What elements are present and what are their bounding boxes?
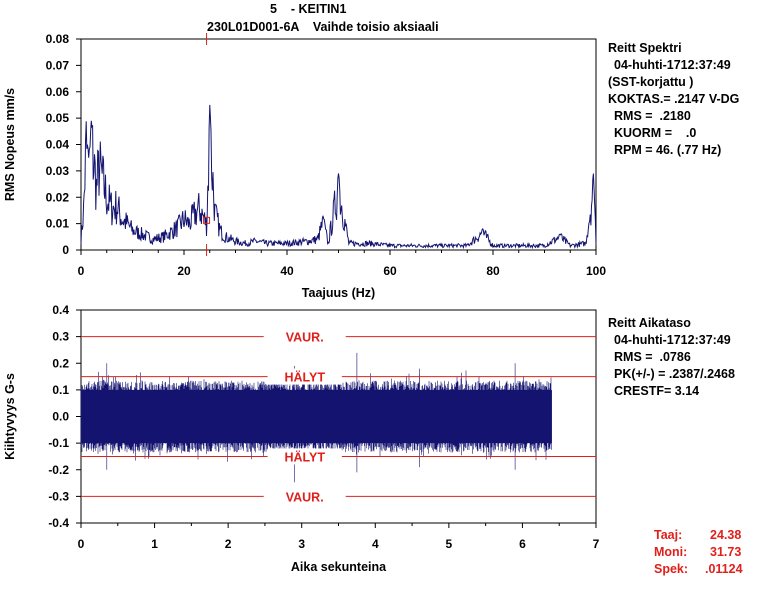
waveform-chart: 0.4 0.3 0.2 0.1 0.0 -0.1 -0.2 -0.3 -0.4 0 1 2 3 4 5 6 7 A…: [3, 303, 600, 574]
waveform-y-tick-label: 0.0: [52, 410, 69, 424]
waveform-info-crestf: CRESTF= 3.14: [614, 384, 700, 398]
waveform-y-tick-label: -0.2: [48, 463, 69, 477]
spectrum-info-title: Reitt Spektri: [608, 41, 682, 55]
spectrum-plot-frame: [80, 38, 597, 251]
waveform-x-axis-label: Aika sekunteina: [291, 560, 387, 574]
waveform-x-tick-label: 7: [593, 537, 600, 551]
spectrum-info-rpm: RPM = 46. (.77 Hz): [614, 143, 722, 157]
spectrum-series-line: [80, 104, 597, 250]
waveform-x-tick-label: 0: [78, 537, 85, 551]
waveform-y-tick-label: -0.1: [48, 436, 69, 450]
spectrum-x-tick-label: 80: [486, 264, 500, 278]
waveform-y-tick-label: -0.4: [48, 516, 69, 530]
footer-spek-value: .01124: [705, 562, 743, 576]
header-line-1: 5 - KEITIN1: [270, 2, 347, 16]
spectrum-x-tick-label: 60: [383, 264, 397, 278]
waveform-x-tick-label: 5: [446, 537, 453, 551]
spectrum-x-tick-label: 20: [177, 264, 191, 278]
spectrum-y-tick-label: 0.03: [46, 164, 70, 178]
spectrum-x-tick-label: 0: [78, 264, 85, 278]
waveform-signal-core: [81, 389, 552, 444]
alarm-line-label: VAUR.: [286, 331, 324, 345]
alarm-label-background: [267, 448, 342, 465]
footer-taaj-label: Taaj:: [654, 528, 683, 542]
waveform-info-date: 04-huhti-1712:37:49: [614, 333, 731, 347]
spectrum-info-koktas: KOKTAS.= .2147 V-DG: [608, 92, 740, 106]
spectrum-y-axis-label: RMS Nopeus mm/s: [3, 88, 17, 201]
spectrum-x-tick-label: 40: [280, 264, 294, 278]
waveform-x-tick-label: 3: [298, 537, 305, 551]
waveform-info-title: Reitt Aikataso: [608, 316, 691, 330]
waveform-info-pk: PK(+/-) = .2387/.2468: [614, 367, 735, 381]
alarm-line-label: HÄLYT: [284, 449, 325, 464]
spectrum-chart: 0 0.01 0.02 0.03 0.04 0.05 0.06 0.07 0.08 0 20 40 60…: [3, 32, 606, 300]
spectrum-x-axis-label: Taajuus (Hz): [302, 286, 375, 300]
spectrum-y-tick-label: 0.07: [46, 58, 70, 72]
header-line-2: 230L01D001-6A Vaihde toisio aksiaali: [207, 20, 439, 34]
footer-moni-label: Moni:: [654, 545, 688, 559]
waveform-info-rms: RMS = .0786: [614, 350, 691, 364]
waveform-y-axis-label: Kiihtyvyys G-s: [3, 373, 17, 460]
spectrum-y-tick-label: 0.04: [46, 138, 70, 152]
footer-spek-label: Spek:: [654, 562, 689, 576]
spectrum-y-tick-label: 0.02: [46, 190, 70, 204]
alarm-label-background: [267, 368, 342, 385]
spectrum-y-tick-label: 0.08: [46, 32, 70, 46]
waveform-y-tick-label: 0.4: [52, 303, 69, 317]
alarm-line-label: HÄLYT: [284, 370, 325, 385]
waveform-x-tick-label: 4: [372, 537, 379, 551]
spectrum-y-tick-label: 0.05: [46, 111, 70, 125]
spectrum-info-correction: (SST-korjattu ): [608, 75, 694, 89]
waveform-y-tick-label: 0.3: [52, 330, 69, 344]
alarm-line-label: VAUR.: [286, 490, 324, 504]
spectrum-x-tick-label: 100: [586, 264, 606, 278]
spectrum-y-tick-label: 0.01: [46, 217, 70, 231]
waveform-x-tick-label: 1: [151, 537, 158, 551]
spectrum-info-kuorm: KUORM = .0: [614, 126, 697, 140]
waveform-y-tick-label: 0.1: [52, 383, 69, 397]
spectrum-info-date: 04-huhti-1712:37:49: [614, 58, 731, 72]
spectrum-y-tick-label: 0: [62, 243, 69, 257]
waveform-x-tick-label: 2: [225, 537, 232, 551]
footer-taaj-value: 24.38: [710, 528, 742, 542]
spectrum-cursor-point: [203, 216, 211, 224]
spectrum-info-rms: RMS = .2180: [614, 109, 691, 123]
waveform-x-tick-label: 6: [519, 537, 526, 551]
waveform-y-tick-label: -0.3: [48, 489, 69, 503]
spectrum-y-tick-label: 0.06: [46, 85, 70, 99]
footer-moni-value: 31.73: [710, 545, 742, 559]
waveform-y-tick-label: 0.2: [52, 356, 69, 370]
